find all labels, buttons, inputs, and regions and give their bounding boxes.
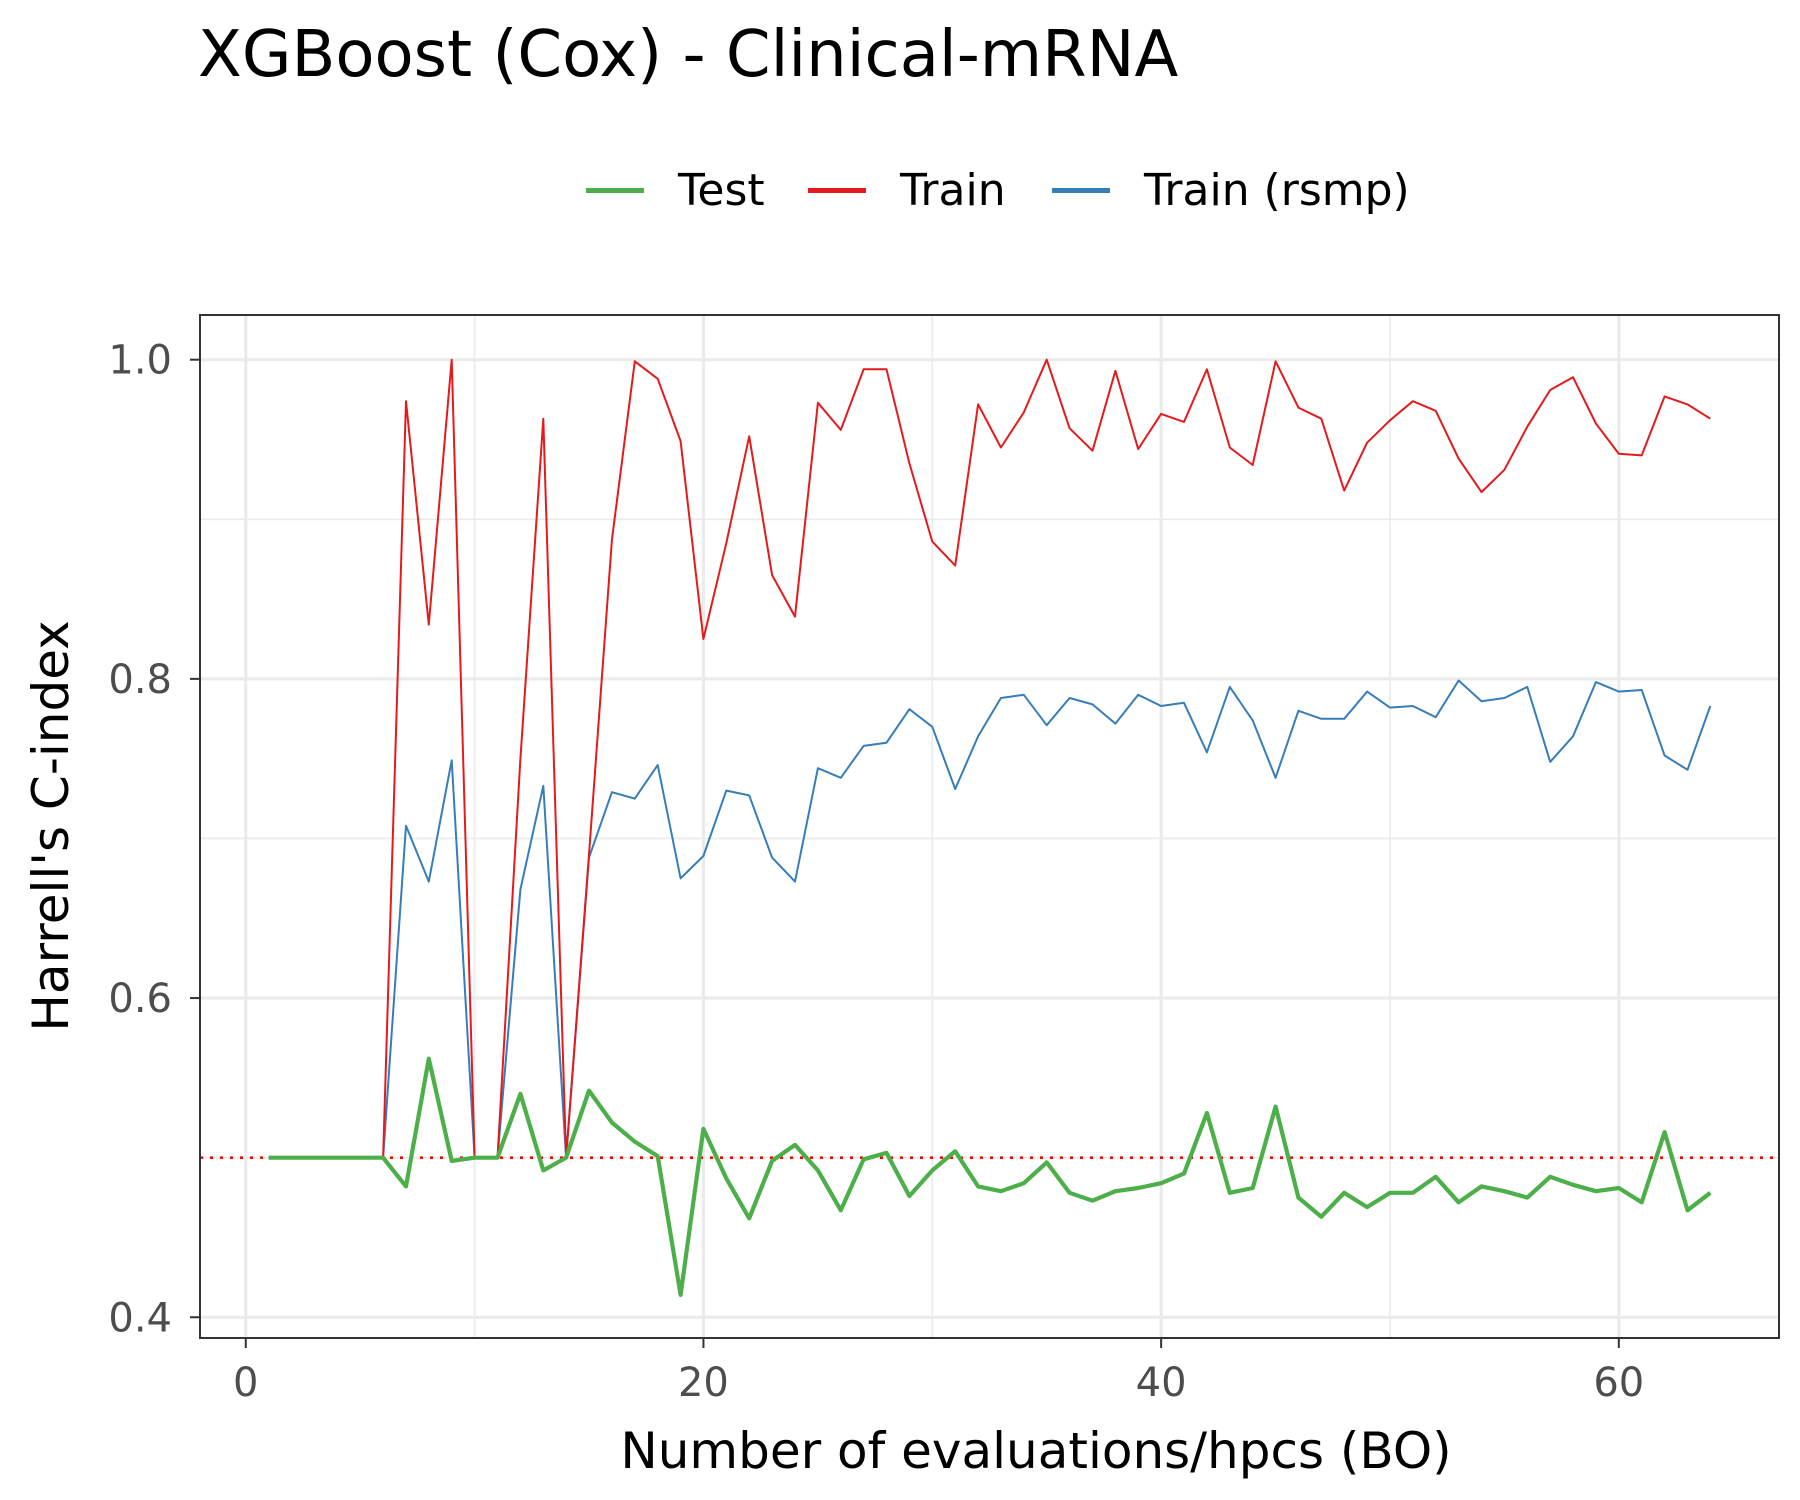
grid [200,315,1779,1338]
series-line-test [268,1056,1712,1298]
legend: Test Train Train (rsmp) [0,160,1800,220]
legend-label-train: Train [900,164,1006,216]
y-tick-label: 0.4 [108,1295,172,1341]
series-layer [268,358,1712,1298]
x-tick-label: 60 [1593,1360,1644,1406]
chart-title: XGBoost (Cox) - Clinical-mRNA [198,18,1179,92]
legend-item-train-rsmp: Train (rsmp) [1052,160,1410,220]
y-tick-label: 0.8 [108,657,172,703]
legend-swatch-train [808,187,866,193]
legend-item-train: Train [808,160,1006,220]
legend-label-test: Test [678,164,765,216]
x-tick-label: 40 [1136,1360,1187,1406]
legend-label-train-rsmp: Train (rsmp) [1144,164,1410,216]
x-axis-title: Number of evaluations/hpcs (BO) [620,1422,1451,1480]
series-line-train [268,358,1711,1159]
y-tick-label: 1.0 [108,338,172,384]
y-tick-label: 0.6 [108,976,172,1022]
legend-item-test: Test [586,160,765,220]
legend-swatch-train-rsmp [1052,187,1110,193]
panel-border [199,314,1780,1339]
y-axis-title: Harrell's C-index [22,620,80,1031]
series-line-train-rsmp [268,679,1712,1159]
axes: 0 20 40 60 0.4 0.6 0.8 1.0 [108,338,1644,1406]
x-tick-label: 20 [678,1360,729,1406]
legend-swatch-test [586,187,644,193]
x-tick-label: 0 [233,1360,258,1406]
